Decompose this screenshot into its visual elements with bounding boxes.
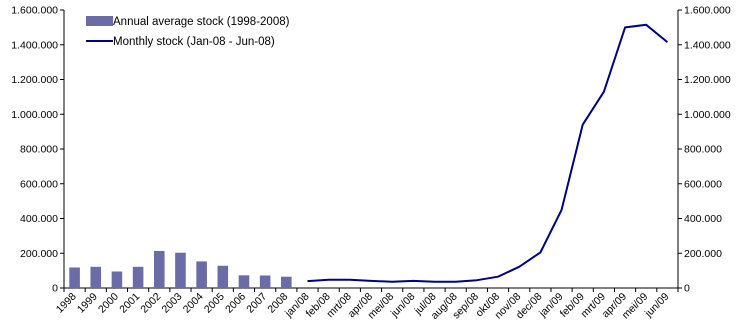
- bar-2005: [217, 265, 229, 288]
- bar-2001: [132, 266, 144, 288]
- legend-line-label: Monthly stock (Jan-08 - Jun-08): [113, 36, 275, 48]
- y-tick-label-left: 1.200.000: [11, 74, 58, 86]
- y-tick-label-right: 600.000: [684, 178, 722, 190]
- bar-1998: [69, 267, 80, 288]
- x-tick-label: 2000: [96, 291, 121, 316]
- x-tick-label: jun/08: [388, 291, 418, 321]
- x-tick-label: 2007: [244, 291, 269, 316]
- bar-1999: [90, 266, 102, 288]
- x-tick-label: jun/09: [642, 291, 672, 321]
- y-tick-label-left: 0: [52, 283, 58, 295]
- legend-bar-swatch: [86, 16, 113, 26]
- y-tick-label-left: 800.000: [20, 144, 58, 156]
- y-tick-label-right: 1.400.000: [684, 39, 731, 51]
- x-tick-label: 2003: [160, 291, 185, 316]
- y-tick-label-left: 1.400.000: [11, 39, 58, 51]
- y-tick-label-right: 200.000: [684, 248, 722, 260]
- legend: Annual average stock (1998-2008) Monthly…: [86, 16, 290, 48]
- y-axis-right-labels: 0 200.000 400.000 600.000 800.000 1.000.000 1.…: [684, 5, 731, 295]
- y-tick-label-left: 600.000: [20, 178, 58, 190]
- bar-2007: [259, 275, 271, 288]
- y-tick-label-left: 400.000: [20, 213, 58, 225]
- x-tick-label: 2004: [181, 291, 206, 316]
- x-tick-label: 2005: [202, 291, 227, 316]
- y-tick-label-left: 1.000.000: [11, 109, 58, 121]
- bar-series: [69, 250, 292, 288]
- x-tick-label: 2006: [223, 291, 248, 316]
- x-tick-label: 2001: [117, 291, 142, 316]
- monthly-stock-line: [307, 23, 669, 283]
- bar-2004: [196, 261, 207, 288]
- y-tick-label-right: 1.000.000: [684, 109, 731, 121]
- y-axis-left-labels: 0 200.000 400.000 600.000 800.000 1.000.000 1.…: [11, 5, 58, 295]
- legend-bar-label: Annual average stock (1998-2008): [113, 16, 290, 28]
- y-tick-label-right: 400.000: [684, 213, 722, 225]
- chart-axes: [60, 9, 682, 292]
- x-axis-labels: 1998199920002001200220032004200520062007…: [54, 291, 672, 322]
- y-tick-label-right: 0: [684, 283, 690, 295]
- line-series: [307, 23, 669, 283]
- y-tick-label-right: 1.600.000: [684, 5, 731, 17]
- bar-2003: [175, 252, 186, 288]
- bar-2008: [281, 276, 292, 288]
- x-tick-label: 2002: [138, 291, 163, 316]
- y-tick-label-right: 1.200.000: [684, 74, 731, 86]
- y-tick-label-right: 800.000: [684, 144, 722, 156]
- bar-2002: [153, 250, 165, 288]
- x-tick-label: 1999: [75, 291, 100, 316]
- bar-2000: [111, 271, 123, 288]
- bar-2006: [238, 275, 250, 288]
- y-tick-label-left: 200.000: [20, 248, 58, 260]
- y-tick-label-left: 1.600.000: [11, 5, 58, 17]
